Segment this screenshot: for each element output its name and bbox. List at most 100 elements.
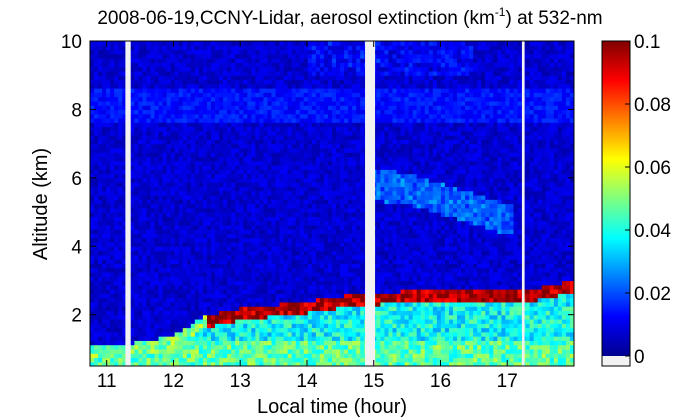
heatmap-cell: [323, 83, 329, 89]
heatmap-cell: [102, 130, 107, 136]
heatmap-cell: [287, 220, 293, 226]
heatmap-cell: [98, 212, 103, 217]
heatmap-cell: [348, 173, 353, 179]
heatmap-cell: [323, 160, 329, 166]
heatmap-cell: [323, 293, 329, 299]
heatmap-cell: [90, 233, 95, 239]
heatmap-cell: [267, 250, 273, 256]
heatmap-cell: [311, 297, 317, 303]
heatmap-cell: [295, 109, 301, 115]
heatmap-cell: [219, 237, 224, 243]
heatmap-cell: [98, 344, 103, 350]
heatmap-cell: [271, 165, 277, 170]
heatmap-cell: [251, 105, 256, 111]
heatmap-cell: [340, 130, 345, 136]
heatmap-cell: [291, 105, 297, 111]
heatmap-cell: [174, 216, 180, 222]
heatmap-cell: [174, 169, 180, 175]
heatmap-cell: [154, 96, 160, 102]
heatmap-cell: [154, 224, 160, 230]
heatmap-cell: [142, 301, 148, 307]
heatmap-cell: [327, 336, 333, 341]
heatmap-cell: [202, 297, 208, 303]
heatmap-cell: [194, 293, 200, 299]
heatmap-cell: [352, 250, 357, 256]
heatmap-cell: [198, 58, 204, 63]
heatmap-cell: [352, 233, 357, 239]
heatmap-cell: [90, 293, 95, 299]
heatmap-cell: [299, 92, 305, 98]
heatmap-cell: [336, 173, 341, 179]
heatmap-cell: [255, 186, 260, 192]
heatmap-cell: [255, 190, 260, 196]
heatmap-cell: [291, 113, 297, 119]
heatmap-cell: [174, 100, 180, 106]
heatmap-cell: [279, 75, 285, 81]
heatmap-cell: [223, 156, 228, 162]
heatmap-cell: [315, 169, 321, 175]
heatmap-cell: [279, 254, 285, 260]
heatmap-cell: [211, 284, 216, 290]
heatmap-cell: [307, 126, 313, 132]
heatmap-cell: [291, 306, 297, 312]
heatmap-cell: [255, 267, 260, 273]
heatmap-cell: [323, 190, 329, 196]
heatmap-cell: [275, 113, 281, 119]
heatmap-cell: [267, 340, 273, 346]
heatmap-cell: [263, 186, 269, 192]
heatmap-cell: [263, 135, 269, 140]
heatmap-cell: [235, 229, 240, 235]
heatmap-cell: [227, 75, 232, 81]
heatmap-cell: [279, 199, 285, 205]
heatmap-cell: [239, 96, 244, 102]
heatmap-cell: [267, 306, 273, 312]
heatmap-cell: [255, 254, 260, 260]
heatmap-cell: [332, 250, 337, 256]
heatmap-cell: [307, 323, 313, 329]
heatmap-cell: [340, 105, 345, 111]
heatmap-cell: [239, 177, 244, 183]
heatmap-cell: [299, 340, 305, 346]
heatmap-cell: [94, 318, 99, 324]
heatmap-cell: [340, 199, 345, 205]
heatmap-cell: [154, 173, 160, 179]
heatmap-cell: [344, 126, 349, 132]
heatmap-cell: [348, 254, 353, 260]
heatmap-cell: [215, 220, 220, 226]
heatmap-cell: [263, 199, 269, 205]
heatmap-cell: [283, 152, 289, 158]
heatmap-cell: [186, 58, 192, 63]
heatmap-cell: [231, 190, 236, 196]
heatmap-cell: [243, 276, 248, 282]
heatmap-cell: [182, 276, 188, 282]
heatmap-cell: [267, 301, 273, 307]
heatmap-cell: [291, 357, 297, 363]
heatmap-cell: [178, 70, 184, 76]
heatmap-cell: [315, 237, 321, 243]
heatmap-cell: [279, 105, 285, 111]
heatmap-cell: [154, 306, 160, 312]
heatmap-cell: [118, 301, 123, 307]
heatmap-cell: [166, 207, 172, 213]
heatmap-cell: [283, 331, 289, 337]
heatmap-cell: [150, 177, 156, 183]
heatmap-cell: [206, 224, 212, 230]
heatmap-cell: [235, 79, 240, 85]
heatmap-cell: [327, 318, 333, 324]
heatmap-cell: [130, 263, 135, 269]
heatmap-cell: [134, 301, 139, 307]
heatmap-cell: [247, 276, 252, 282]
heatmap-cell: [198, 126, 204, 132]
heatmap-cell: [287, 199, 293, 205]
heatmap-cell: [223, 186, 228, 192]
heatmap-cell: [98, 194, 103, 200]
heatmap-cell: [255, 250, 260, 256]
heatmap-cell: [295, 327, 301, 333]
heatmap-cell: [142, 113, 148, 119]
heatmap-cell: [182, 241, 188, 247]
heatmap-cell: [90, 160, 95, 166]
heatmap-cell: [98, 105, 103, 111]
heatmap-cell: [118, 203, 123, 209]
heatmap-cell: [198, 190, 204, 196]
heatmap-cell: [114, 229, 119, 235]
